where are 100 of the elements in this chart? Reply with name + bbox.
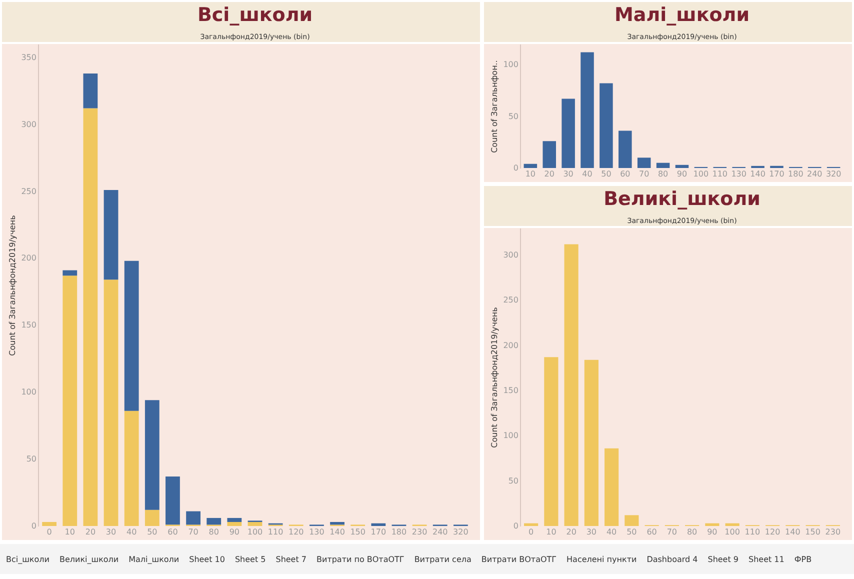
x-tick-label: 180 bbox=[788, 170, 804, 178]
x-tick-label: 90 bbox=[707, 528, 718, 536]
y-tick-label: 100 bbox=[21, 388, 36, 397]
bar bbox=[186, 511, 200, 525]
bar bbox=[166, 476, 180, 525]
x-tick-label: 180 bbox=[391, 528, 407, 536]
y-tick-label: 150 bbox=[503, 386, 518, 396]
x-tick-label: 130 bbox=[731, 170, 746, 178]
x-tick-label: 170 bbox=[769, 170, 784, 178]
x-tick-label: 0 bbox=[46, 528, 52, 536]
x-tick-label: 110 bbox=[744, 528, 760, 536]
x-tick-label: 110 bbox=[268, 528, 284, 536]
bar bbox=[83, 73, 98, 108]
x-tick-label: 20 bbox=[544, 170, 554, 178]
x-tick-label: 140 bbox=[330, 528, 345, 536]
text: Великі_школи bbox=[59, 554, 119, 564]
x-tick-label: 230 bbox=[412, 528, 428, 536]
bar bbox=[227, 522, 242, 526]
x-tick-label: 90 bbox=[676, 170, 688, 178]
x-tick-label: 30 bbox=[586, 528, 597, 536]
y-axis-title: Count of Загальнфонд2019/учень bbox=[8, 214, 18, 356]
text: Sheet 11 bbox=[748, 554, 784, 564]
y-tick-label: 0 bbox=[31, 522, 36, 530]
text: Витрати ВОтаОТГ bbox=[481, 554, 557, 564]
bar bbox=[104, 190, 118, 280]
x-tick-label: 100 bbox=[247, 528, 263, 536]
x-tick-label: 30 bbox=[106, 528, 116, 536]
y-tick-label: 50 bbox=[26, 454, 36, 464]
y-tick-label: 50 bbox=[508, 112, 518, 121]
x-tick-label: 20 bbox=[566, 528, 576, 536]
x-tick-label: 170 bbox=[370, 528, 386, 536]
x-tick-label: 240 bbox=[432, 528, 448, 536]
bar bbox=[144, 510, 160, 526]
x-tick-label: 70 bbox=[188, 528, 198, 536]
text: Sheet 10 bbox=[189, 554, 225, 564]
bar bbox=[524, 164, 538, 168]
text: Населені пункти bbox=[566, 554, 637, 564]
text: Витрати по ВОтаОТГ bbox=[316, 554, 404, 564]
bar bbox=[564, 244, 578, 526]
bar bbox=[604, 448, 619, 526]
bar bbox=[524, 523, 538, 526]
bar bbox=[330, 522, 344, 525]
bar bbox=[600, 83, 613, 168]
text: Dashboard 4 bbox=[646, 554, 698, 564]
x-tick-label: 150 bbox=[805, 528, 820, 536]
y-tick-label: 100 bbox=[503, 431, 518, 440]
bar bbox=[656, 162, 670, 168]
x-tick-label: 10 bbox=[64, 528, 75, 536]
bar bbox=[83, 108, 98, 526]
bar bbox=[144, 400, 160, 510]
x-tick-label: 50 bbox=[147, 528, 158, 536]
x-tick-label: 100 bbox=[724, 528, 740, 536]
x-tick-label: 40 bbox=[606, 528, 617, 536]
text: Малі_школи bbox=[128, 554, 180, 564]
chart-title: Всі_школи bbox=[197, 4, 313, 26]
bar bbox=[618, 130, 632, 168]
bar bbox=[544, 357, 558, 526]
y-tick-label: 50 bbox=[508, 476, 518, 486]
y-tick-label: 300 bbox=[21, 120, 36, 129]
bar bbox=[580, 52, 594, 168]
x-tick-label: 110 bbox=[712, 170, 728, 178]
text: Sheet 9 bbox=[708, 554, 738, 564]
x-tick-label: 40 bbox=[126, 528, 137, 536]
x-tick-label: 80 bbox=[208, 528, 219, 536]
x-tick-label: 100 bbox=[693, 170, 709, 178]
x-tick-label: 320 bbox=[826, 170, 842, 178]
bar bbox=[42, 522, 57, 526]
bar bbox=[637, 158, 651, 168]
y-tick-label: 200 bbox=[21, 254, 36, 263]
y-tick-label: 100 bbox=[503, 60, 518, 70]
bar bbox=[62, 276, 78, 526]
bar bbox=[206, 518, 222, 525]
bar bbox=[624, 515, 639, 526]
y-axis-title: Count of Загальнфон.. bbox=[490, 60, 500, 153]
x-tick-label: 150 bbox=[350, 528, 366, 536]
bar bbox=[562, 98, 575, 168]
x-tick-label: 70 bbox=[639, 170, 650, 178]
x-tick-label: 130 bbox=[309, 528, 324, 536]
y-tick-label: 0 bbox=[513, 164, 518, 172]
bar bbox=[124, 410, 139, 526]
text: Всі_школи bbox=[6, 554, 50, 564]
x-tick-label: 120 bbox=[764, 528, 780, 536]
y-tick-label: 300 bbox=[503, 250, 518, 260]
x-tick-label: 240 bbox=[806, 170, 822, 178]
x-tick-label: 50 bbox=[601, 170, 612, 178]
x-tick-label: 60 bbox=[646, 528, 657, 536]
bar bbox=[227, 518, 242, 522]
text: Sheet 7 bbox=[276, 554, 306, 564]
y-tick-label: 150 bbox=[21, 320, 36, 330]
bar bbox=[104, 280, 118, 526]
x-tick-label: 60 bbox=[168, 528, 178, 536]
bar bbox=[248, 522, 262, 526]
x-tick-label: 10 bbox=[546, 528, 556, 536]
x-tick-label: 30 bbox=[563, 170, 574, 178]
y-tick-label: 250 bbox=[503, 296, 518, 305]
y-tick-label: 350 bbox=[21, 52, 36, 62]
bar bbox=[725, 523, 740, 526]
bar bbox=[584, 360, 598, 526]
bar bbox=[705, 523, 720, 526]
y-tick-label: 200 bbox=[503, 340, 518, 350]
